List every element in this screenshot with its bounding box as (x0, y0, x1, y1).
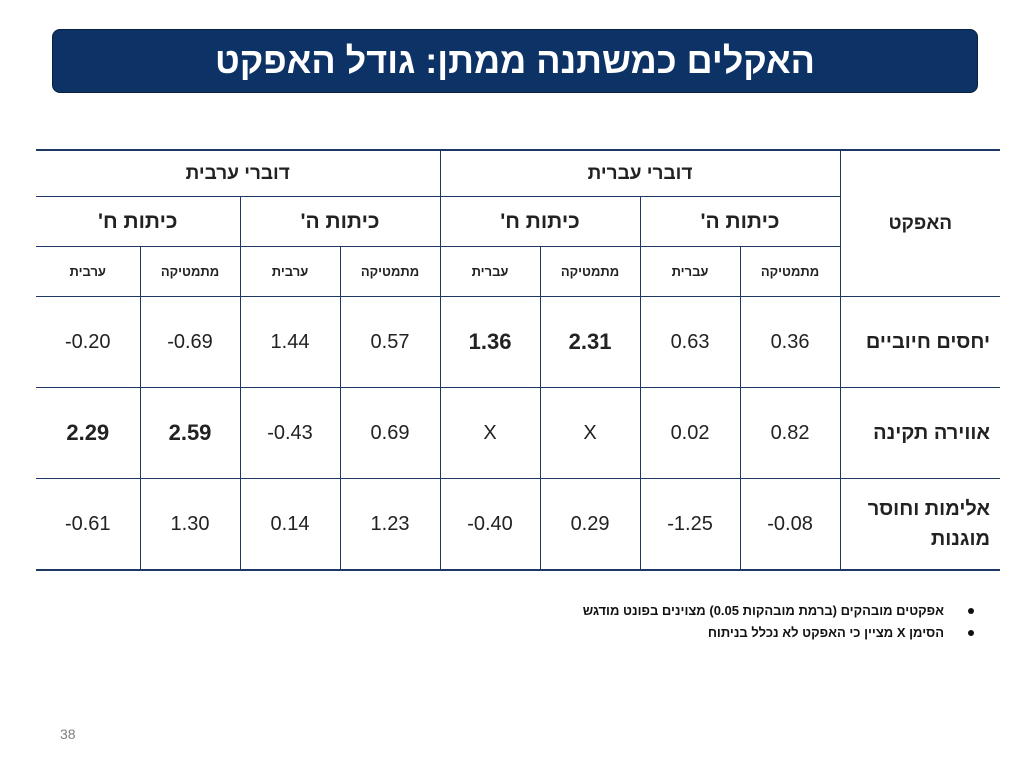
table-cell: 0.36 (739, 296, 841, 388)
hebrew-grade8-header: כיתות ח' (439, 196, 641, 247)
table-cell: -0.69 (139, 296, 241, 388)
arabic-speakers-header: דוברי ערבית (36, 149, 441, 197)
table-cell: 2.59 (139, 387, 241, 479)
table-cell: -0.40 (439, 478, 541, 571)
table-cell: 0.69 (339, 387, 441, 479)
table-cell: 0.63 (639, 296, 741, 388)
table-cell: 2.31 (539, 296, 641, 388)
table-cell: 1.36 (439, 296, 541, 388)
footnote-text: אפקטים מובהקים (ברמת מובהקות 0.05) מצוינ… (582, 603, 944, 618)
subject-header: מתמטיקה (139, 246, 241, 297)
hebrew-speakers-header: דוברי עברית (439, 149, 841, 197)
footnote: הסימן X מציין כי האפקט לא נכלל בניתוח (583, 622, 974, 644)
table-cell: 1.30 (139, 478, 241, 571)
footnote-text: הסימן X מציין כי האפקט לא נכלל בניתוח (707, 625, 944, 640)
table-cell: 0.57 (339, 296, 441, 388)
effect-column-header: האפקט (839, 149, 1001, 297)
arabic-grade5-header: כיתות ה' (239, 196, 441, 247)
table-cell: 1.23 (339, 478, 441, 571)
subject-header: ערבית (239, 246, 341, 297)
table-cell: 2.29 (36, 387, 141, 479)
table-row: יחסים חיוביים 0.36 0.63 2.31 1.36 0.57 1… (36, 296, 1001, 388)
effect-name: יחסים חיוביים (839, 296, 1001, 388)
effect-size-table: האפקט דוברי עברית דוברי ערבית כיתות ה' כ… (36, 149, 1001, 571)
header-row-groups: האפקט דוברי עברית דוברי ערבית (36, 149, 1001, 297)
effect-name: אלימות וחוסר מוגנות (839, 478, 1001, 571)
header-row-grades: כיתות ה' כיתות ח' כיתות ה' כיתות ח' (36, 196, 1000, 247)
table-cell: 0.14 (239, 478, 341, 571)
table-cell: X (539, 387, 641, 479)
header-row-subjects: מתמטיקה עברית מתמטיקה עברית מתמטיקה ערבי… (36, 246, 1000, 297)
slide-title: האקלים כמשתנה ממתן: גודל האפקט (52, 29, 978, 93)
arabic-grade8-header: כיתות ח' (36, 196, 241, 247)
footnotes: אפקטים מובהקים (ברמת מובהקות 0.05) מצוינ… (583, 600, 974, 644)
table-cell: 0.02 (639, 387, 741, 479)
table-cell: -1.25 (639, 478, 741, 571)
page-number: 38 (60, 726, 76, 742)
subject-header: מתמטיקה (339, 246, 441, 297)
effect-name: אווירה תקינה (839, 387, 1001, 479)
subject-header: עברית (639, 246, 741, 297)
bullet-icon (968, 630, 974, 636)
table-cell: X (439, 387, 541, 479)
subject-header: עברית (439, 246, 541, 297)
bullet-icon (968, 608, 974, 614)
subject-header: מתמטיקה (539, 246, 641, 297)
subject-header: מתמטיקה (739, 246, 841, 297)
footnote: אפקטים מובהקים (ברמת מובהקות 0.05) מצוינ… (583, 600, 974, 622)
table-cell: 1.44 (239, 296, 341, 388)
subject-header: ערבית (36, 246, 141, 297)
table-cell: 0.29 (539, 478, 641, 571)
table-cell: -0.43 (239, 387, 341, 479)
table-cell: 0.82 (739, 387, 841, 479)
table-row: אווירה תקינה 0.82 0.02 X X 0.69 -0.43 2.… (36, 387, 1001, 479)
table-cell: -0.61 (36, 478, 141, 571)
table-cell: -0.20 (36, 296, 141, 388)
hebrew-grade5-header: כיתות ה' (639, 196, 841, 247)
table-cell: -0.08 (739, 478, 841, 571)
table-row: אלימות וחוסר מוגנות -0.08 -1.25 0.29 -0.… (36, 478, 1001, 571)
